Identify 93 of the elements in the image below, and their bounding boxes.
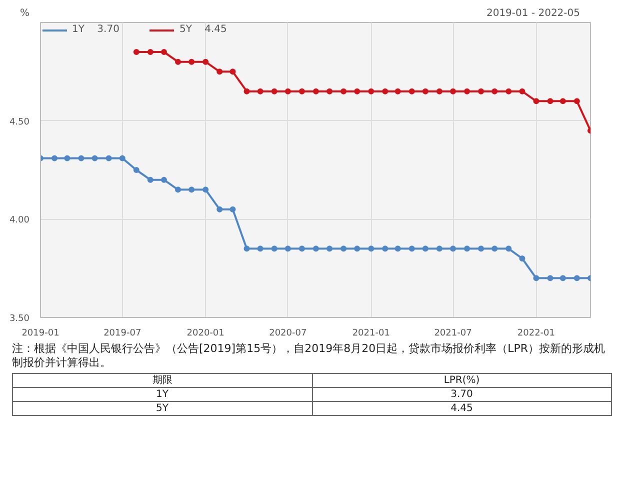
point xyxy=(450,246,456,252)
point xyxy=(382,246,388,252)
point xyxy=(340,246,347,252)
point xyxy=(326,88,333,94)
point xyxy=(78,155,84,162)
point xyxy=(422,246,428,252)
point xyxy=(106,155,112,162)
point xyxy=(133,167,140,173)
point xyxy=(257,246,264,252)
point xyxy=(506,88,512,94)
point xyxy=(408,246,415,252)
point xyxy=(450,88,456,94)
point xyxy=(436,88,442,94)
point xyxy=(202,186,209,193)
point xyxy=(560,275,566,282)
point xyxy=(326,246,333,252)
point xyxy=(216,206,223,212)
x-tick-label: 2019-01 xyxy=(22,328,60,338)
point xyxy=(354,246,360,252)
point xyxy=(394,246,401,252)
point xyxy=(298,246,305,252)
text: 2019-01 - 2022-05 xyxy=(486,7,580,21)
y-tick-label: 4.00 xyxy=(9,216,30,226)
point xyxy=(284,246,291,252)
point xyxy=(160,176,167,183)
point xyxy=(354,88,360,94)
point xyxy=(147,176,154,183)
point xyxy=(298,88,305,94)
point xyxy=(506,246,512,252)
text: 注：根据《中国人民银行公告》（公告[2019]第15号），自2019年8月20日起，贷款市场报价利率（LPR）按新的形成机制报价并计算得出。 xyxy=(12,342,605,370)
point xyxy=(216,68,223,75)
point xyxy=(284,88,291,94)
point xyxy=(147,49,154,55)
point xyxy=(202,58,209,65)
x-tick-label: 2021-01 xyxy=(352,328,390,338)
legend-label: 5Y 4.45 xyxy=(179,24,227,35)
point xyxy=(368,246,374,252)
point xyxy=(382,88,388,94)
x-tick-label: 2022-01 xyxy=(517,328,556,338)
point xyxy=(394,88,401,94)
point xyxy=(160,49,167,55)
x-tick-label: 2019-07 xyxy=(104,328,142,338)
point xyxy=(422,88,428,94)
point xyxy=(52,155,58,162)
point xyxy=(312,88,319,94)
y-tick-label: 3.50 xyxy=(9,314,30,324)
text: 4.45 xyxy=(312,401,612,416)
point xyxy=(230,68,236,75)
point xyxy=(175,186,181,193)
point xyxy=(244,246,250,252)
point xyxy=(547,98,554,104)
point xyxy=(92,155,98,162)
point xyxy=(464,246,470,252)
point xyxy=(533,98,540,104)
point xyxy=(119,155,126,162)
y-axis-title: % xyxy=(20,7,30,21)
point xyxy=(492,88,498,94)
point xyxy=(188,186,195,193)
point xyxy=(133,49,140,55)
point xyxy=(271,88,278,94)
legend-label: 1Y 3.70 xyxy=(72,24,120,35)
point xyxy=(436,246,442,252)
x-tick-label: 2020-01 xyxy=(186,328,224,338)
point xyxy=(478,246,484,252)
point xyxy=(368,88,374,94)
point xyxy=(175,58,181,65)
y-tick-label: 4.50 xyxy=(9,117,30,128)
point xyxy=(519,256,526,262)
point xyxy=(64,155,70,162)
x-tick-label: 2020-07 xyxy=(269,328,307,338)
point xyxy=(230,206,236,212)
text: 1Y xyxy=(12,387,312,402)
point xyxy=(271,246,278,252)
text: 期限 xyxy=(12,373,312,388)
point xyxy=(408,88,415,94)
point xyxy=(312,246,319,252)
text: 3.70 xyxy=(312,387,612,402)
x-tick-label: 2021-07 xyxy=(434,328,472,338)
point xyxy=(188,58,195,65)
point xyxy=(574,275,580,282)
point xyxy=(547,275,554,282)
point xyxy=(533,275,540,282)
text: LPR(%) xyxy=(312,373,612,388)
point xyxy=(519,88,526,94)
point xyxy=(340,88,347,94)
point xyxy=(574,98,580,104)
point xyxy=(492,246,498,252)
point xyxy=(478,88,484,94)
point xyxy=(560,98,566,104)
point xyxy=(244,88,250,94)
point xyxy=(257,88,264,94)
point xyxy=(464,88,470,94)
text: 5Y xyxy=(12,401,312,416)
